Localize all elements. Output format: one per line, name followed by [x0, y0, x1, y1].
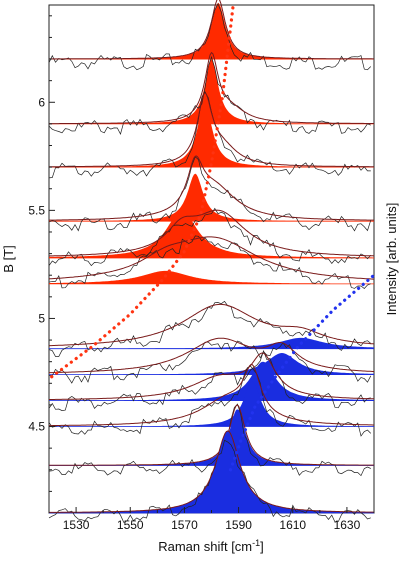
y-axis-label-right: Intensity [arb. units] [384, 203, 399, 316]
spectrum-peak-fill [49, 270, 374, 284]
x-axis-label: Raman shift [cm-1] [158, 538, 264, 554]
spectrum-data-trace [48, 2, 372, 71]
spectrum-fit-curve [48, 236, 374, 280]
spectrum-3 [48, 91, 374, 179]
spectrum-data-trace [48, 207, 372, 267]
spectrum-data-trace [48, 349, 371, 411]
spectrum-peak-fill [49, 430, 374, 513]
spectrum-6 [48, 235, 374, 289]
spectrum-4 [48, 155, 374, 232]
y-tick-label: 5.5 [28, 203, 45, 217]
spectrum-fit-curve [48, 209, 375, 257]
spectrum-peak-fill [49, 59, 374, 124]
spectrum-fit-curve [49, 92, 374, 168]
spectrum-data-trace [49, 340, 372, 384]
guide-line-red [50, 3, 235, 379]
x-tick-label: 1570 [171, 518, 198, 532]
spectrum-7 [48, 300, 375, 357]
spectrum-9 [48, 349, 374, 411]
spectrum-fit-curve [49, 404, 374, 466]
spectrum-data-trace [48, 55, 371, 135]
spectrum-fit-curve [49, 0, 374, 60]
guide-lines [50, 3, 376, 472]
spectrum-peak-fill [49, 2, 374, 60]
spectrum-fit-curve [49, 352, 374, 400]
y-axis-label-left: B [T] [1, 245, 16, 272]
spectrum-fit-curve [49, 155, 374, 221]
y-tick-label: 4.5 [28, 420, 45, 434]
spectrum-peak-fill [49, 409, 374, 466]
spectrum-5 [48, 207, 375, 267]
spectrum-peak-fill [49, 210, 374, 258]
x-tick-label: 1630 [334, 518, 361, 532]
x-tick-label: 1610 [279, 518, 306, 532]
spectrum-data-trace [48, 300, 372, 357]
spectrum-10 [48, 363, 374, 437]
spectrum-data-trace [48, 403, 371, 477]
x-tick-label: 1550 [117, 518, 144, 532]
y-tick-label: 5 [38, 311, 45, 325]
spectrum-peak-fill [49, 173, 374, 222]
spectrum-11 [48, 403, 374, 477]
guide-line-blue [228, 273, 376, 472]
spectrum-12 [48, 430, 375, 523]
x-tick-label: 1530 [63, 518, 90, 532]
spectrum-fit-curve [48, 337, 374, 374]
spectrum-peak-fill [49, 381, 374, 427]
x-tick-label: 1590 [225, 518, 252, 532]
spectrum-8 [48, 337, 374, 384]
spectra-layer [48, 0, 375, 523]
spectrum-2 [48, 51, 374, 135]
spectrum-peak-fill [49, 337, 374, 349]
spectrum-peak-fill [49, 353, 374, 375]
spectrum-fit-curve [49, 51, 374, 125]
spectrum-fit-curve [48, 303, 375, 347]
spectrum-fit-curve [49, 363, 374, 427]
spectrum-data-trace [48, 365, 372, 437]
y-tick-label: 6 [38, 95, 45, 109]
spectrum-peak-fill [49, 102, 374, 168]
axis-ticks: 1530 1550 1570 1590 1610 1630 4.5 5 5.5 6 [28, 15, 375, 532]
